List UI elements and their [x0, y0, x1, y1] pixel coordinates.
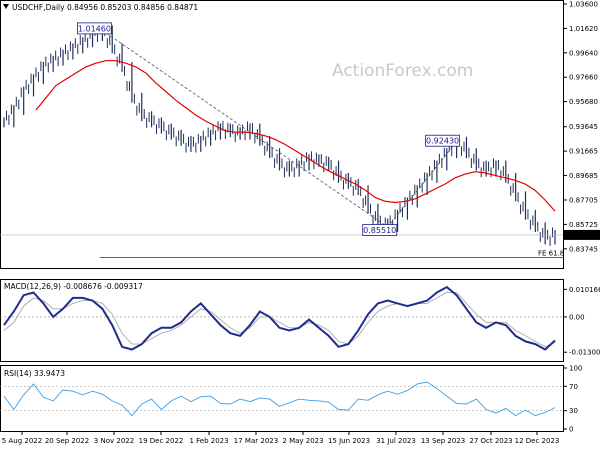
- rsi-axis-label: 100: [569, 365, 582, 373]
- macd-axis-label: 0.00: [569, 313, 585, 321]
- x-axis-label: 15 Jun 2023: [328, 437, 370, 445]
- x-axis-label: 1 Feb 2023: [189, 437, 228, 445]
- price-annotation-box: [362, 224, 398, 236]
- rsi-axis-label: 0: [569, 426, 573, 434]
- price-axis-label: 0.83745: [569, 245, 598, 253]
- macd-panel: [0, 279, 564, 362]
- x-axis-label: 12 Dec 2023: [515, 437, 560, 445]
- rsi-line: [3, 381, 556, 417]
- fe-level-label: FE 61.8: [538, 249, 564, 257]
- x-axis-label: 3 Nov 2022: [94, 437, 134, 445]
- rsi-axis-label: 30: [569, 407, 578, 415]
- last-price-label: 0.84871: [565, 231, 594, 239]
- price-axis-label: 1.01620: [569, 25, 598, 33]
- x-axis-label: 13 Sep 2023: [421, 437, 465, 445]
- macd-signal-line: [3, 292, 556, 348]
- x-axis-label: 5 Aug 2022: [2, 437, 42, 445]
- macd-axis-label: -0.013006: [569, 349, 600, 357]
- rsi-panel-title: RSI(14) 33.9473: [4, 369, 65, 378]
- price-axis-label: 0.85725: [569, 221, 598, 229]
- trend-line: [102, 30, 388, 228]
- macd-axis-label: 0.010166: [569, 286, 600, 294]
- price-axis-label: 0.87705: [569, 196, 598, 204]
- watermark: ActionForex.com: [332, 61, 473, 81]
- price-annotation-box: [425, 134, 461, 147]
- price-axis-label: 0.91665: [569, 148, 598, 156]
- x-axis-label: 31 Jul 2023: [376, 437, 416, 445]
- price-panel: [0, 0, 564, 269]
- x-axis-label: 2 May 2023: [282, 437, 323, 445]
- price-panel-title: USDCHF,Daily 0.84956 0.85203 0.84856 0.8…: [12, 3, 198, 12]
- price-annotation-label: 1.01460: [78, 24, 111, 33]
- x-axis-label: 20 Sep 2022: [45, 437, 89, 445]
- price-axis-label: 0.89685: [569, 172, 598, 180]
- macd-panel-title: MACD(12,26,9) -0.008676 -0.009317: [4, 282, 143, 291]
- price-axis-label: 1.03600: [569, 1, 598, 9]
- price-axis-label: 0.99640: [569, 49, 598, 57]
- price-axis-label: 0.93645: [569, 123, 598, 131]
- rsi-axis-label: 70: [569, 383, 578, 391]
- price-annotation-label: 0.85510: [363, 226, 396, 235]
- rsi-panel: [0, 365, 564, 432]
- x-axis-label: 27 Oct 2023: [469, 437, 512, 445]
- header-triangle-icon: [3, 4, 9, 9]
- price-axis-label: 0.97660: [569, 74, 598, 82]
- x-axis-label: 17 Mar 2023: [234, 437, 278, 445]
- x-axis-label: 19 Dec 2022: [139, 437, 184, 445]
- trend-line: [387, 141, 457, 228]
- price-axis-label: 0.95680: [569, 98, 598, 106]
- last-price-badge: [563, 229, 600, 240]
- price-annotation-label: 0.92430: [426, 137, 459, 146]
- price-annotation-box: [76, 22, 112, 35]
- macd-line: [3, 285, 556, 351]
- moving-average-line: [35, 60, 556, 212]
